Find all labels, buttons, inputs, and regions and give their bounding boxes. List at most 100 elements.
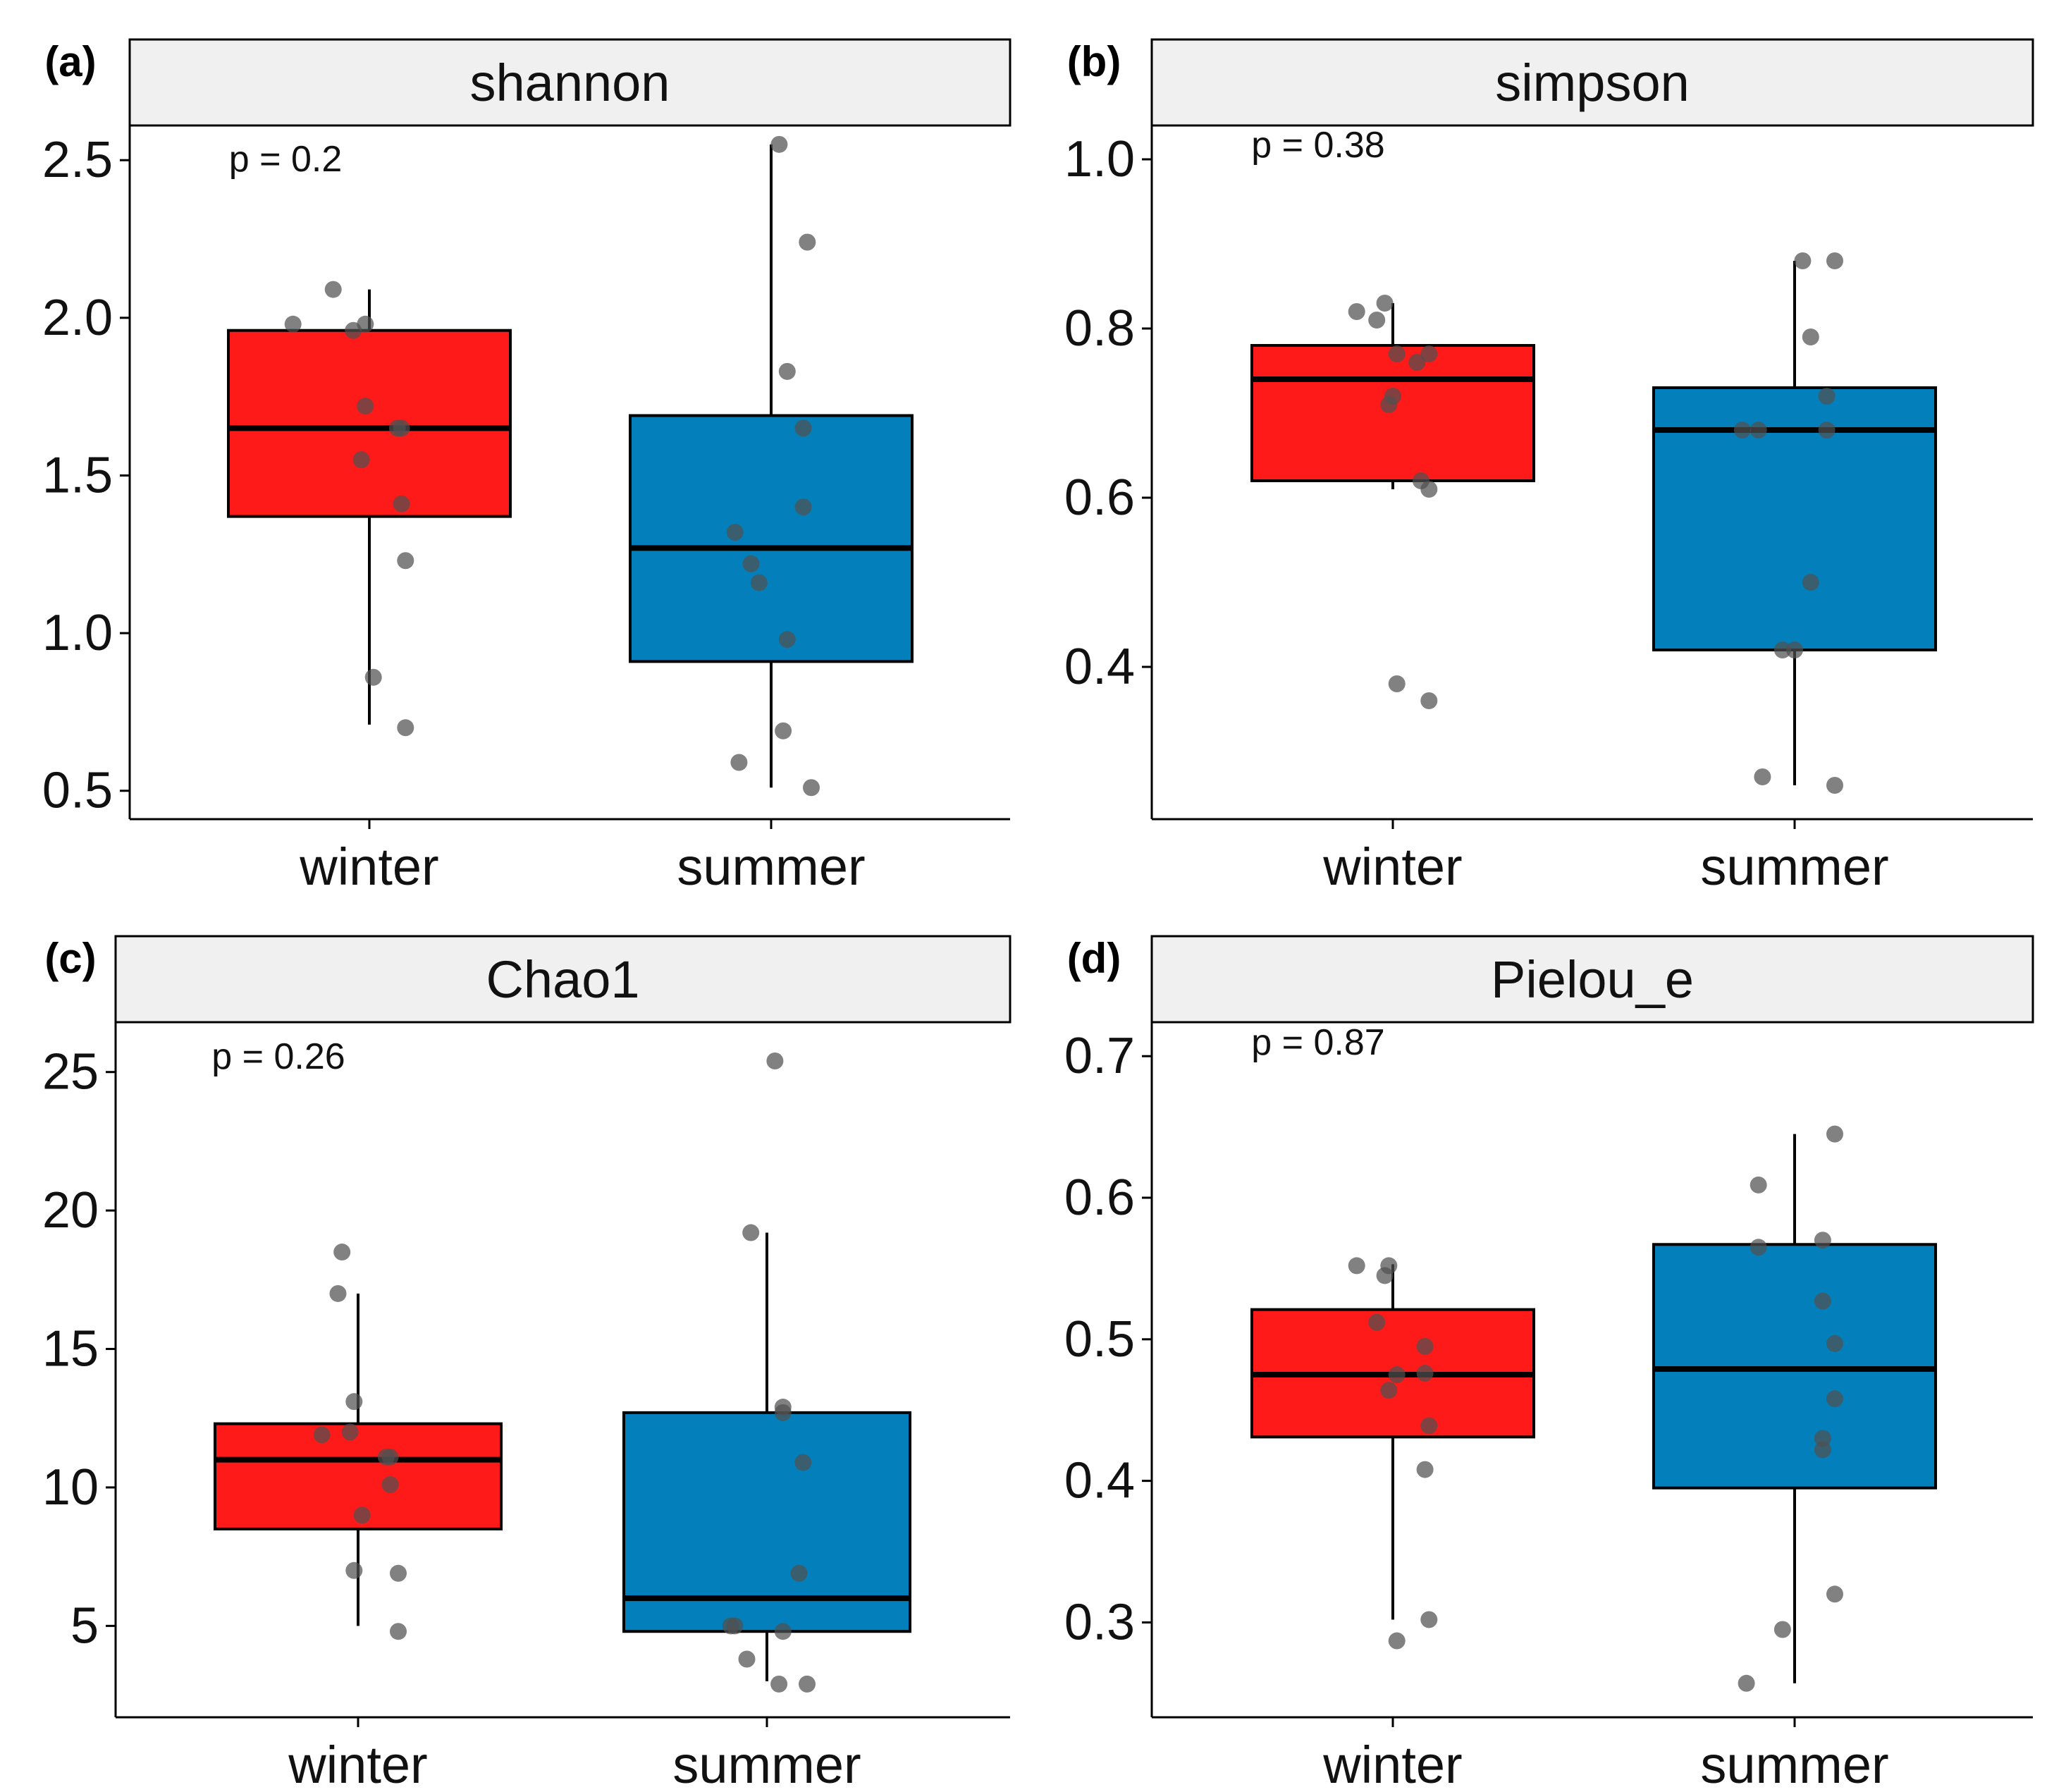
data-point-summer bbox=[1826, 252, 1843, 269]
y-tick-label: 20 bbox=[42, 1182, 99, 1239]
y-tick-label: 1.0 bbox=[42, 605, 113, 661]
y-tick-label: 1.0 bbox=[1064, 131, 1135, 188]
data-point-summer bbox=[1773, 642, 1791, 658]
data-point-winter bbox=[1368, 1313, 1386, 1331]
data-point-winter bbox=[1376, 1267, 1394, 1284]
data-point-summer bbox=[742, 1224, 760, 1241]
data-point-winter bbox=[329, 1284, 347, 1302]
data-point-winter bbox=[1348, 303, 1365, 320]
panel-label: (c) bbox=[44, 935, 96, 982]
data-point-summer bbox=[1818, 388, 1836, 405]
data-point-summer bbox=[799, 1675, 816, 1693]
data-point-summer bbox=[1826, 1390, 1843, 1408]
data-point-summer bbox=[775, 722, 792, 739]
data-point-summer bbox=[766, 1052, 784, 1069]
data-point-winter bbox=[390, 1623, 407, 1640]
data-point-summer bbox=[1818, 422, 1836, 438]
data-point-summer bbox=[738, 1650, 756, 1668]
data-point-summer bbox=[1802, 574, 1819, 591]
box-iqr-summer bbox=[629, 414, 914, 663]
y-tick-label: 0.7 bbox=[1064, 1028, 1135, 1084]
data-point-summer bbox=[794, 419, 812, 437]
data-point-winter bbox=[1420, 481, 1438, 498]
y-tick-label: 0.6 bbox=[1064, 1170, 1135, 1226]
data-point-summer bbox=[726, 1617, 744, 1635]
y-tick-label: 2.0 bbox=[42, 290, 113, 346]
data-point-summer bbox=[1738, 1674, 1755, 1692]
y-tick-label: 0.4 bbox=[1064, 1453, 1135, 1509]
y-tick-label: 0.8 bbox=[1064, 300, 1135, 357]
data-point-summer bbox=[778, 362, 796, 380]
data-point-winter bbox=[1420, 692, 1438, 709]
panel-label: (a) bbox=[44, 38, 96, 85]
y-tick-label: 2.5 bbox=[42, 132, 113, 188]
y-tick-label: 0.6 bbox=[1064, 470, 1135, 526]
data-point-winter bbox=[1348, 1257, 1365, 1275]
x-tick-label-winter: winter bbox=[1322, 1736, 1462, 1792]
data-point-summer bbox=[1814, 1292, 1831, 1310]
data-point-summer bbox=[770, 1675, 788, 1693]
data-point-winter bbox=[397, 552, 414, 570]
facet-strip bbox=[114, 935, 1012, 1024]
data-point-winter bbox=[388, 419, 406, 437]
x-tick-label-winter: winter bbox=[288, 1736, 427, 1792]
data-point-winter bbox=[377, 1448, 395, 1466]
data-point-winter bbox=[1368, 312, 1386, 329]
box-summer bbox=[1652, 261, 1937, 785]
facet-title: Chao1 bbox=[486, 950, 639, 1009]
data-point-winter bbox=[1420, 1417, 1438, 1435]
x-tick-label-summer: summer bbox=[1700, 837, 1888, 896]
data-point-summer bbox=[1802, 329, 1819, 345]
data-point-summer bbox=[799, 233, 816, 251]
data-point-winter bbox=[324, 281, 342, 298]
data-point-summer bbox=[1733, 422, 1751, 438]
facet-title: simpson bbox=[1495, 54, 1690, 112]
box-winter bbox=[1250, 303, 1535, 489]
data-point-winter bbox=[345, 1561, 363, 1579]
x-tick-label-summer: summer bbox=[672, 1736, 861, 1792]
chart-panel-3: Chao1 (c) 5 10 15 20 25 winter summer p = 0.26 bbox=[42, 935, 1012, 1792]
box-iqr-summer bbox=[622, 1411, 911, 1633]
data-point-summer bbox=[1754, 768, 1771, 785]
data-point-summer bbox=[1794, 252, 1812, 269]
data-point-winter bbox=[1408, 354, 1426, 371]
data-point-summer bbox=[1826, 1334, 1843, 1352]
data-point-winter bbox=[1388, 675, 1406, 692]
x-tick-label-winter: winter bbox=[299, 837, 438, 896]
y-tick-label: 1.5 bbox=[42, 447, 113, 503]
y-tick-label: 15 bbox=[42, 1321, 99, 1377]
box-winter bbox=[227, 289, 512, 725]
box-winter bbox=[1250, 1264, 1535, 1620]
chart-panel-4: Pielou_e (d) 0.3 0.4 0.5 0.6 0.7 winter summer p … bbox=[1064, 935, 2034, 1792]
data-point-winter bbox=[393, 495, 410, 513]
p-value-label: p = 0.38 bbox=[1251, 125, 1384, 166]
x-tick-label-summer: summer bbox=[677, 837, 865, 896]
facet-strip bbox=[1150, 38, 2034, 127]
y-tick-label: 5 bbox=[70, 1597, 99, 1654]
data-point-winter bbox=[284, 315, 302, 333]
data-point-winter bbox=[352, 451, 370, 469]
data-point-summer bbox=[774, 1623, 792, 1640]
data-point-summer bbox=[1814, 1441, 1831, 1459]
data-point-summer bbox=[1826, 1585, 1843, 1603]
data-point-winter bbox=[333, 1244, 351, 1261]
box-iqr-summer bbox=[1652, 1243, 1937, 1490]
y-tick-label: 0.5 bbox=[1064, 1311, 1135, 1368]
data-point-summer bbox=[1750, 1239, 1767, 1256]
x-tick-label-winter: winter bbox=[1322, 837, 1462, 896]
panel-label: (b) bbox=[1067, 38, 1121, 85]
facet-strip bbox=[128, 38, 1012, 127]
data-point-summer bbox=[778, 631, 796, 649]
y-tick-label: 0.4 bbox=[1064, 639, 1135, 695]
y-tick-label: 0.5 bbox=[42, 763, 113, 819]
p-value-label: p = 0.26 bbox=[211, 1036, 345, 1077]
data-point-winter bbox=[1376, 295, 1394, 312]
data-point-summer bbox=[1786, 642, 1803, 658]
box-iqr-winter bbox=[1250, 344, 1535, 482]
data-point-winter bbox=[345, 1393, 363, 1411]
data-point-winter bbox=[353, 1506, 371, 1524]
data-point-winter bbox=[313, 1426, 331, 1444]
data-point-winter bbox=[1416, 1461, 1434, 1478]
data-point-winter bbox=[364, 668, 382, 686]
